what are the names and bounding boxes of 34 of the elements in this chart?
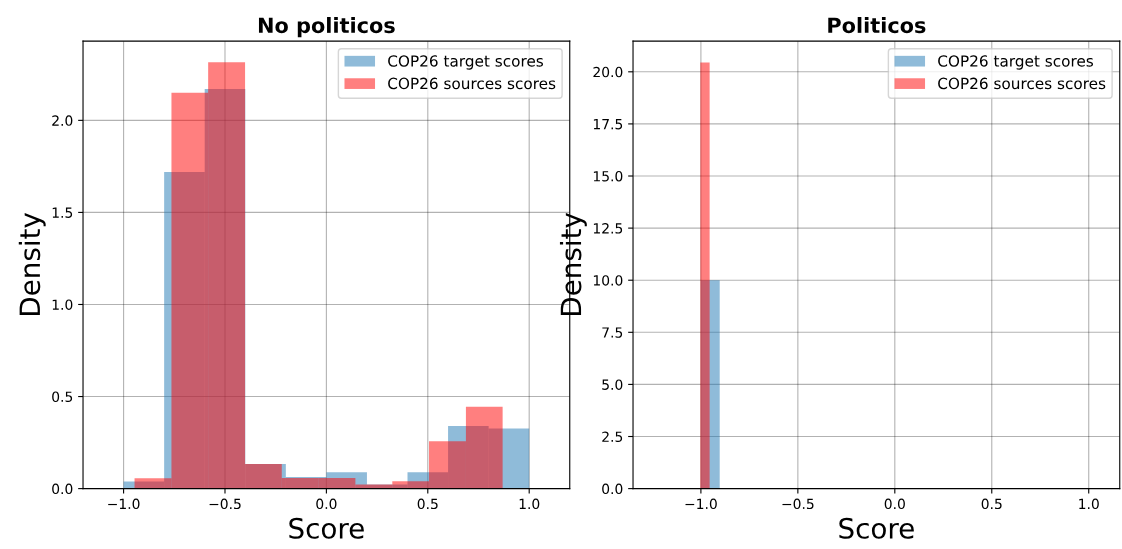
x-axis-title: Score: [289, 517, 364, 539]
x-axis-title: Score: [839, 517, 914, 539]
x-tick-label: 0.0: [884, 498, 905, 510]
x-tick-label: −1.0: [685, 498, 717, 510]
y-tick-label: 1.5: [52, 207, 73, 218]
y-tick-label: 20.0: [593, 66, 623, 78]
chart-title: No politicos: [258, 17, 395, 38]
x-tick-label: −0.5: [782, 498, 814, 510]
x-tick-label: 1.0: [519, 498, 540, 510]
legend-label: COP26 sources scores: [388, 77, 556, 90]
x-tick-label: 0.0: [316, 498, 337, 510]
y-tick-label: 12.5: [593, 223, 623, 234]
y-tick-label: 15.0: [593, 170, 623, 182]
y-axis-title: Density: [559, 212, 587, 315]
y-tick-label: 10.0: [593, 275, 623, 286]
x-tick-label: −0.5: [209, 498, 241, 510]
y-tick-label: 1.0: [52, 299, 73, 310]
chart-title: Politicos: [828, 17, 926, 34]
y-tick-label: 2.0: [52, 115, 73, 126]
y-axis-title: Density: [18, 212, 46, 315]
y-tick-label: 2.5: [602, 431, 623, 442]
y-tick-label: 7.5: [602, 327, 623, 338]
y-tick-label: 5.0: [602, 379, 623, 390]
legend-label: COP26 target scores: [938, 55, 1094, 70]
y-tick-label: 0.0: [602, 483, 623, 495]
x-tick-label: 0.5: [981, 498, 1002, 510]
y-tick-label: 0.0: [52, 483, 73, 495]
legend-label: COP26 sources scores: [938, 77, 1106, 90]
x-tick-label: −1.0: [108, 498, 140, 510]
x-tick-label: 0.5: [417, 498, 438, 510]
x-tick-label: 1.0: [1079, 498, 1099, 510]
y-tick-label: 17.5: [593, 119, 623, 130]
legend-label: COP26 target scores: [388, 55, 544, 70]
y-tick-label: 0.5: [52, 391, 73, 403]
